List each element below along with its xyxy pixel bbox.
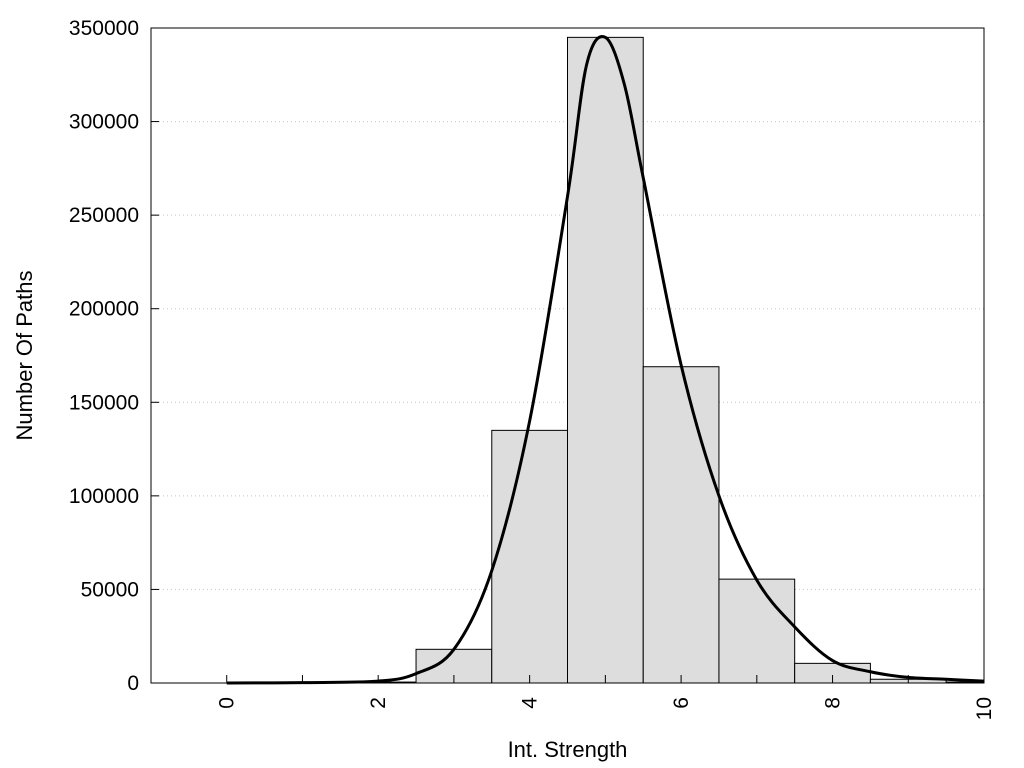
x-tick-label: 2: [367, 697, 390, 709]
x-tick-label: 4: [519, 697, 542, 709]
histogram-bar: [491, 429, 569, 684]
y-tick-label: 0: [127, 672, 139, 695]
y-axis: 0 50000 100000 150000 200000 250000 300000 3500…: [69, 17, 159, 695]
x-tick-label: 6: [670, 697, 693, 709]
fit-curve: [226, 35, 985, 685]
histogram-bar: [567, 36, 644, 684]
y-tick-label: 250000: [69, 204, 139, 227]
y-tick-label: 150000: [69, 391, 139, 414]
x-tick-label: 10: [973, 697, 996, 720]
x-axis: 0 2 4 6 8 10: [150, 675, 996, 720]
plot-frame: [150, 27, 985, 684]
histogram-bar: [642, 366, 720, 684]
x-tick-label: 0: [216, 697, 239, 709]
x-tick-label: 8: [822, 697, 845, 709]
bars: [339, 36, 985, 684]
y-tick-label: 200000: [69, 298, 139, 321]
y-tick-label: 50000: [81, 578, 139, 601]
y-axis-title: Number Of Paths: [12, 271, 37, 441]
x-axis-title: Int. Strength: [508, 737, 628, 762]
fit-curve-line: [226, 35, 985, 685]
y-tick-label: 300000: [69, 111, 139, 134]
histogram-bar: [718, 578, 796, 684]
y-tick-label: 100000: [69, 485, 139, 508]
y-tick-label: 350000: [69, 17, 139, 40]
